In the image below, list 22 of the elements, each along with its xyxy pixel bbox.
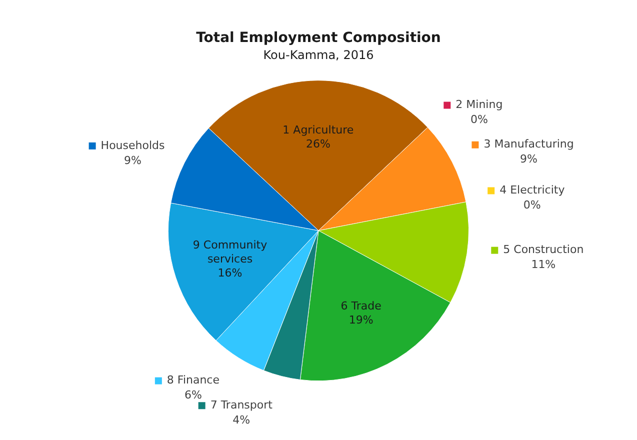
slice-label: 6 Trade <box>340 299 382 312</box>
chart-subtitle: Kou-Kamma, 2016 <box>263 48 374 62</box>
legend-label: 5 Construction <box>503 243 584 256</box>
data-label: 9% <box>124 154 142 167</box>
slice-label: 1 Agriculture <box>282 123 354 136</box>
data-label: 9% <box>520 152 538 166</box>
legend-label: 4 Electricity <box>500 184 566 197</box>
data-label: 26% <box>306 137 330 150</box>
data-label: 19% <box>348 313 374 326</box>
data-label: 6% <box>184 388 202 402</box>
legend-label: 8 Finance <box>166 374 220 387</box>
text: 0% <box>523 198 541 212</box>
data-label: 16% <box>218 266 242 280</box>
data-label: 4% <box>232 413 250 426</box>
legend-label: 3 Manufacturing <box>484 138 574 151</box>
legend-label: 2 Mining <box>456 98 503 112</box>
legend-label: 7 Transport <box>210 398 274 412</box>
chart-title: Total Employment Composition <box>196 30 441 46</box>
legend-label: Households <box>100 138 166 152</box>
slice-label: 9 Community services <box>192 238 268 266</box>
data-label: 11% <box>531 258 556 272</box>
text: 0% <box>470 113 488 126</box>
